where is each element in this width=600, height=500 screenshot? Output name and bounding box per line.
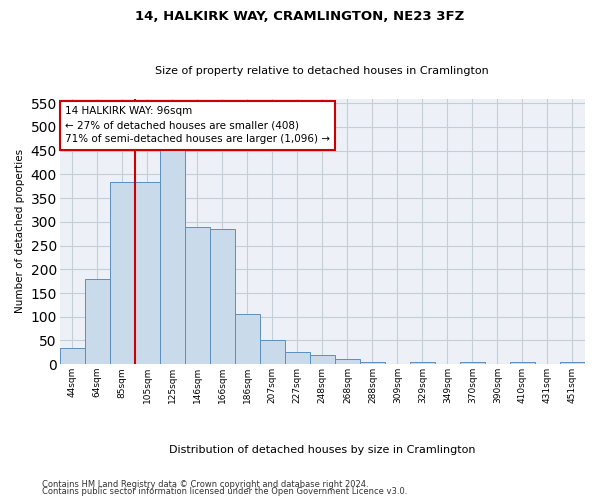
Bar: [560, 362, 585, 364]
Title: Size of property relative to detached houses in Cramlington: Size of property relative to detached ho…: [155, 66, 489, 76]
X-axis label: Distribution of detached houses by size in Cramlington: Distribution of detached houses by size …: [169, 445, 476, 455]
Bar: [285, 352, 310, 364]
Bar: [310, 354, 335, 364]
Bar: [410, 362, 435, 364]
Text: 14 HALKIRK WAY: 96sqm
← 27% of detached houses are smaller (408)
71% of semi-det: 14 HALKIRK WAY: 96sqm ← 27% of detached …: [65, 106, 330, 144]
Bar: [160, 144, 185, 364]
Bar: [110, 182, 135, 364]
Text: 14, HALKIRK WAY, CRAMLINGTON, NE23 3FZ: 14, HALKIRK WAY, CRAMLINGTON, NE23 3FZ: [136, 10, 464, 23]
Text: Contains public sector information licensed under the Open Government Licence v3: Contains public sector information licen…: [42, 488, 407, 496]
Bar: [260, 340, 285, 364]
Bar: [360, 362, 385, 364]
Bar: [235, 314, 260, 364]
Bar: [510, 362, 535, 364]
Bar: [210, 229, 235, 364]
Bar: [185, 226, 210, 364]
Bar: [60, 348, 85, 364]
Bar: [85, 279, 110, 364]
Bar: [135, 182, 160, 364]
Bar: [335, 360, 360, 364]
Text: Contains HM Land Registry data © Crown copyright and database right 2024.: Contains HM Land Registry data © Crown c…: [42, 480, 368, 489]
Bar: [460, 362, 485, 364]
Y-axis label: Number of detached properties: Number of detached properties: [15, 150, 25, 314]
